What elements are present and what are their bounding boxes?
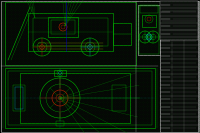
Bar	[48, 17, 78, 37]
Bar	[5, 2, 136, 65]
Bar	[160, 1, 198, 132]
Bar	[160, 1, 198, 40]
Bar	[33, 18, 108, 46]
Bar	[5, 68, 155, 128]
Bar	[8, 71, 152, 125]
Bar	[112, 85, 126, 111]
Bar	[13, 85, 25, 111]
Bar	[139, 6, 159, 54]
Bar	[54, 70, 66, 76]
Bar	[20, 73, 130, 123]
Bar	[15, 87, 23, 109]
Bar	[138, 5, 160, 55]
Bar	[56, 121, 64, 126]
Bar	[140, 5, 158, 13]
Bar	[113, 23, 131, 45]
Bar	[28, 13, 113, 51]
Bar	[142, 15, 156, 27]
Bar	[51, 20, 75, 34]
